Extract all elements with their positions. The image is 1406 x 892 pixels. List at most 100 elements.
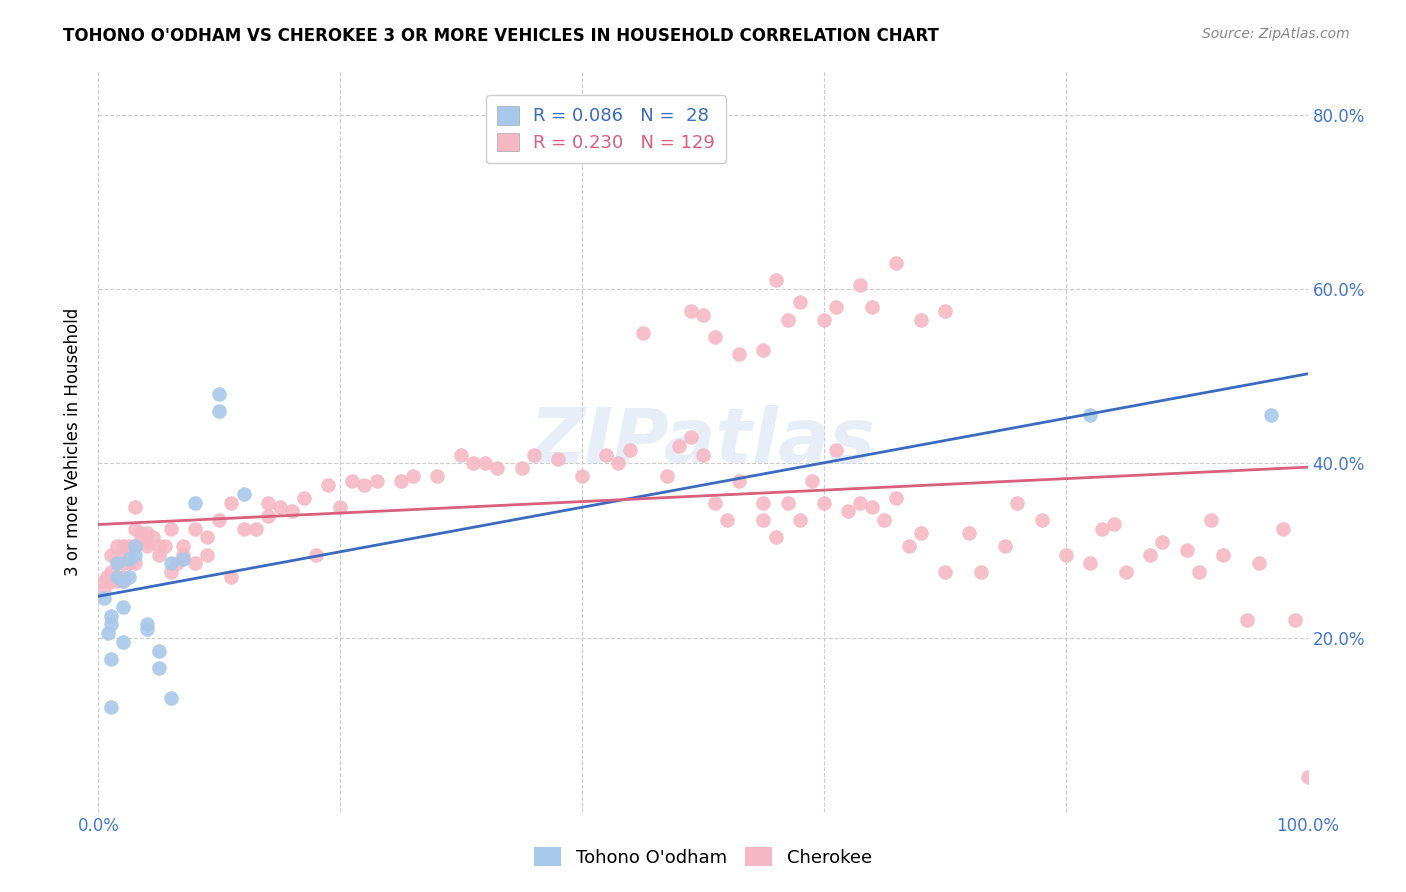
Point bbox=[752, 513, 775, 527]
Point bbox=[232, 487, 254, 501]
Point bbox=[1007, 495, 1029, 509]
Point bbox=[129, 530, 152, 544]
Point bbox=[800, 474, 823, 488]
Point bbox=[160, 565, 183, 579]
Point bbox=[510, 460, 533, 475]
Point bbox=[849, 277, 872, 292]
Point bbox=[166, 557, 188, 571]
Point bbox=[389, 474, 412, 488]
Text: ZIPatlas: ZIPatlas bbox=[530, 405, 876, 478]
Point bbox=[172, 552, 194, 566]
Point bbox=[595, 448, 617, 462]
Point bbox=[765, 530, 787, 544]
Point bbox=[232, 522, 254, 536]
Point bbox=[886, 491, 908, 505]
Point bbox=[1031, 513, 1053, 527]
Point bbox=[813, 495, 835, 509]
Point bbox=[111, 600, 134, 615]
Point bbox=[305, 548, 328, 562]
Point bbox=[873, 513, 896, 527]
Point bbox=[655, 469, 678, 483]
Y-axis label: 3 or more Vehicles in Household: 3 or more Vehicles in Household bbox=[65, 308, 83, 575]
Point bbox=[118, 552, 141, 566]
Point bbox=[148, 548, 170, 562]
Point bbox=[366, 474, 388, 488]
Point bbox=[184, 557, 207, 571]
Point bbox=[765, 273, 787, 287]
Point bbox=[1199, 513, 1222, 527]
Point bbox=[547, 452, 569, 467]
Point bbox=[1272, 522, 1295, 536]
Point bbox=[124, 557, 146, 571]
Point bbox=[135, 539, 157, 553]
Point bbox=[118, 552, 141, 566]
Point bbox=[142, 530, 165, 544]
Point bbox=[160, 557, 183, 571]
Point bbox=[129, 526, 152, 541]
Point bbox=[860, 300, 883, 314]
Point bbox=[208, 386, 231, 401]
Point bbox=[342, 474, 364, 488]
Point bbox=[1249, 557, 1271, 571]
Point bbox=[97, 626, 120, 640]
Point bbox=[329, 500, 352, 514]
Point bbox=[111, 548, 134, 562]
Point bbox=[1115, 565, 1137, 579]
Point bbox=[124, 522, 146, 536]
Point bbox=[1175, 543, 1198, 558]
Point bbox=[111, 635, 134, 649]
Point bbox=[571, 469, 593, 483]
Point bbox=[316, 478, 339, 492]
Point bbox=[256, 495, 278, 509]
Legend: R = 0.086   N =  28, R = 0.230   N = 129: R = 0.086 N = 28, R = 0.230 N = 129 bbox=[486, 95, 725, 162]
Point bbox=[93, 582, 115, 597]
Point bbox=[789, 513, 811, 527]
Point bbox=[208, 404, 231, 418]
Point bbox=[105, 569, 128, 583]
Point bbox=[1102, 517, 1125, 532]
Point bbox=[100, 574, 122, 588]
Point bbox=[135, 622, 157, 636]
Point bbox=[153, 539, 176, 553]
Point bbox=[463, 456, 485, 470]
Point bbox=[221, 495, 243, 509]
Point bbox=[679, 430, 702, 444]
Point bbox=[523, 448, 546, 462]
Point bbox=[776, 495, 799, 509]
Point bbox=[135, 534, 157, 549]
Point bbox=[124, 500, 146, 514]
Point bbox=[1236, 613, 1258, 627]
Point bbox=[256, 508, 278, 523]
Point bbox=[789, 295, 811, 310]
Point bbox=[135, 526, 157, 541]
Point bbox=[118, 569, 141, 583]
Point bbox=[135, 617, 157, 632]
Point bbox=[716, 513, 738, 527]
Point bbox=[1152, 534, 1174, 549]
Point bbox=[692, 308, 714, 322]
Point bbox=[111, 557, 134, 571]
Point bbox=[195, 548, 218, 562]
Point bbox=[934, 565, 956, 579]
Point bbox=[100, 608, 122, 623]
Point bbox=[105, 557, 128, 571]
Point bbox=[148, 661, 170, 675]
Point bbox=[704, 495, 727, 509]
Point bbox=[752, 343, 775, 357]
Point bbox=[1139, 548, 1161, 562]
Point bbox=[849, 495, 872, 509]
Point bbox=[668, 439, 690, 453]
Point bbox=[897, 539, 920, 553]
Point bbox=[100, 617, 122, 632]
Point bbox=[1284, 613, 1306, 627]
Point bbox=[607, 456, 630, 470]
Point bbox=[994, 539, 1017, 553]
Point bbox=[1078, 409, 1101, 423]
Point bbox=[111, 539, 134, 553]
Point bbox=[704, 330, 727, 344]
Point bbox=[860, 500, 883, 514]
Point bbox=[752, 495, 775, 509]
Point bbox=[160, 691, 183, 706]
Point bbox=[160, 522, 183, 536]
Point bbox=[245, 522, 267, 536]
